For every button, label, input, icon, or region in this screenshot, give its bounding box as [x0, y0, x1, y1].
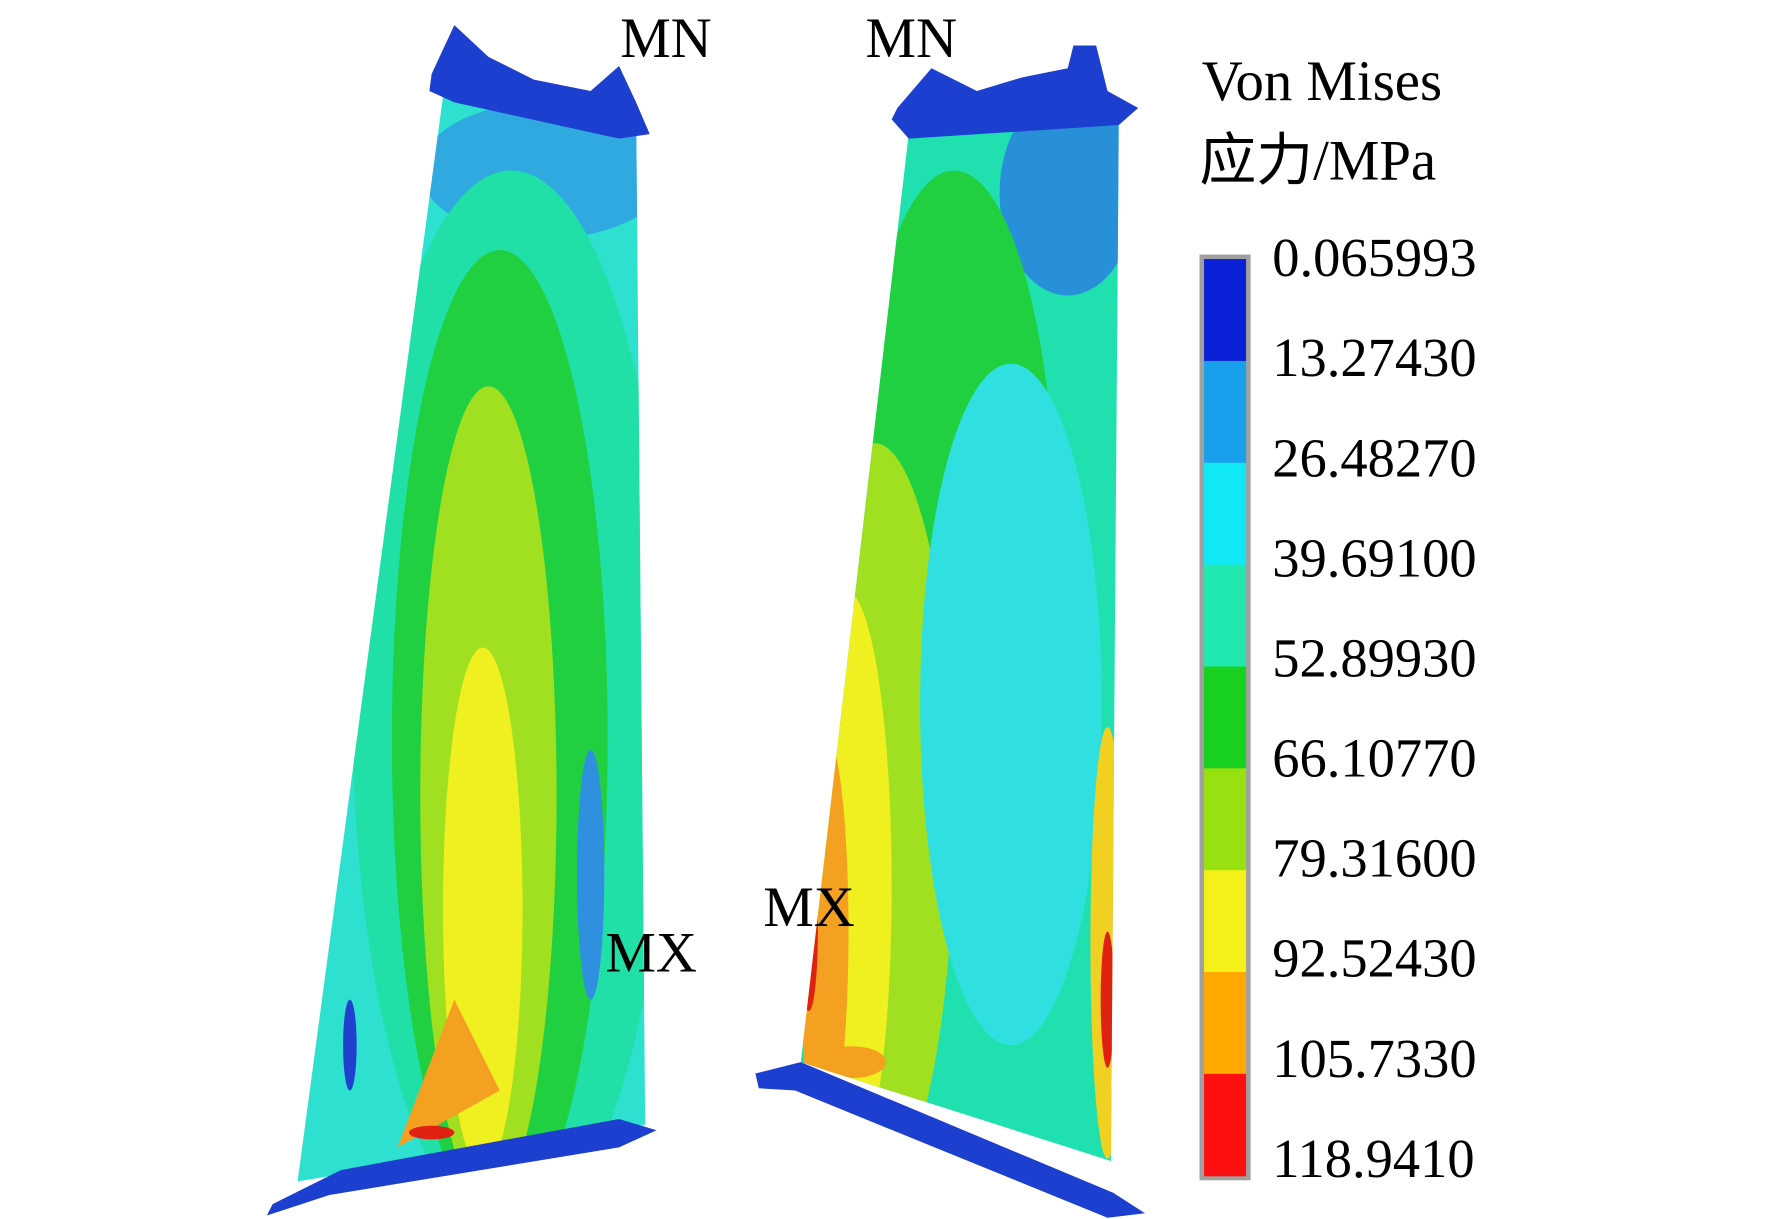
colorbar-tick-label: 26.48270	[1272, 427, 1476, 488]
colorbar-band	[1204, 768, 1247, 871]
colorbar-band	[1204, 462, 1247, 566]
colorbar-band	[1204, 360, 1247, 464]
colorbar-tick-label: 66.10770	[1272, 728, 1476, 789]
colorbar-tick-label: 92.52430	[1272, 928, 1476, 989]
right-blade	[755, 45, 1145, 1218]
colorbar-tick-label: 105.7330	[1272, 1028, 1476, 1089]
colorbar-band	[1204, 666, 1247, 769]
legend-title: Von Mises	[1202, 50, 1442, 113]
colorbar-tick-label: 79.31600	[1272, 828, 1476, 889]
colorbar-tick-label: 39.69100	[1272, 527, 1476, 588]
colorbar-tick-label: 0.065993	[1272, 227, 1476, 288]
max-label: MX	[763, 876, 855, 939]
colorbar-band	[1204, 972, 1247, 1075]
colorbar-band	[1204, 259, 1247, 362]
colorbar-band	[1204, 564, 1247, 668]
colorbar-tick-label: 118.9410	[1272, 1128, 1474, 1189]
max-label: MX	[605, 921, 697, 984]
left-blade	[266, 25, 657, 1216]
colorbar-band	[1204, 1073, 1247, 1177]
colorbar-tick-label: 52.89930	[1272, 627, 1476, 688]
colorbar: 0.065993 13.27430 26.48270 39.69100 52.89930…	[1199, 227, 1477, 1189]
min-label: MN	[620, 7, 712, 70]
legend-title: 应力/MPa	[1200, 130, 1437, 193]
colorbar-tick-label: 13.27430	[1272, 327, 1476, 388]
min-label: MN	[866, 7, 958, 70]
colorbar-band	[1204, 870, 1247, 973]
